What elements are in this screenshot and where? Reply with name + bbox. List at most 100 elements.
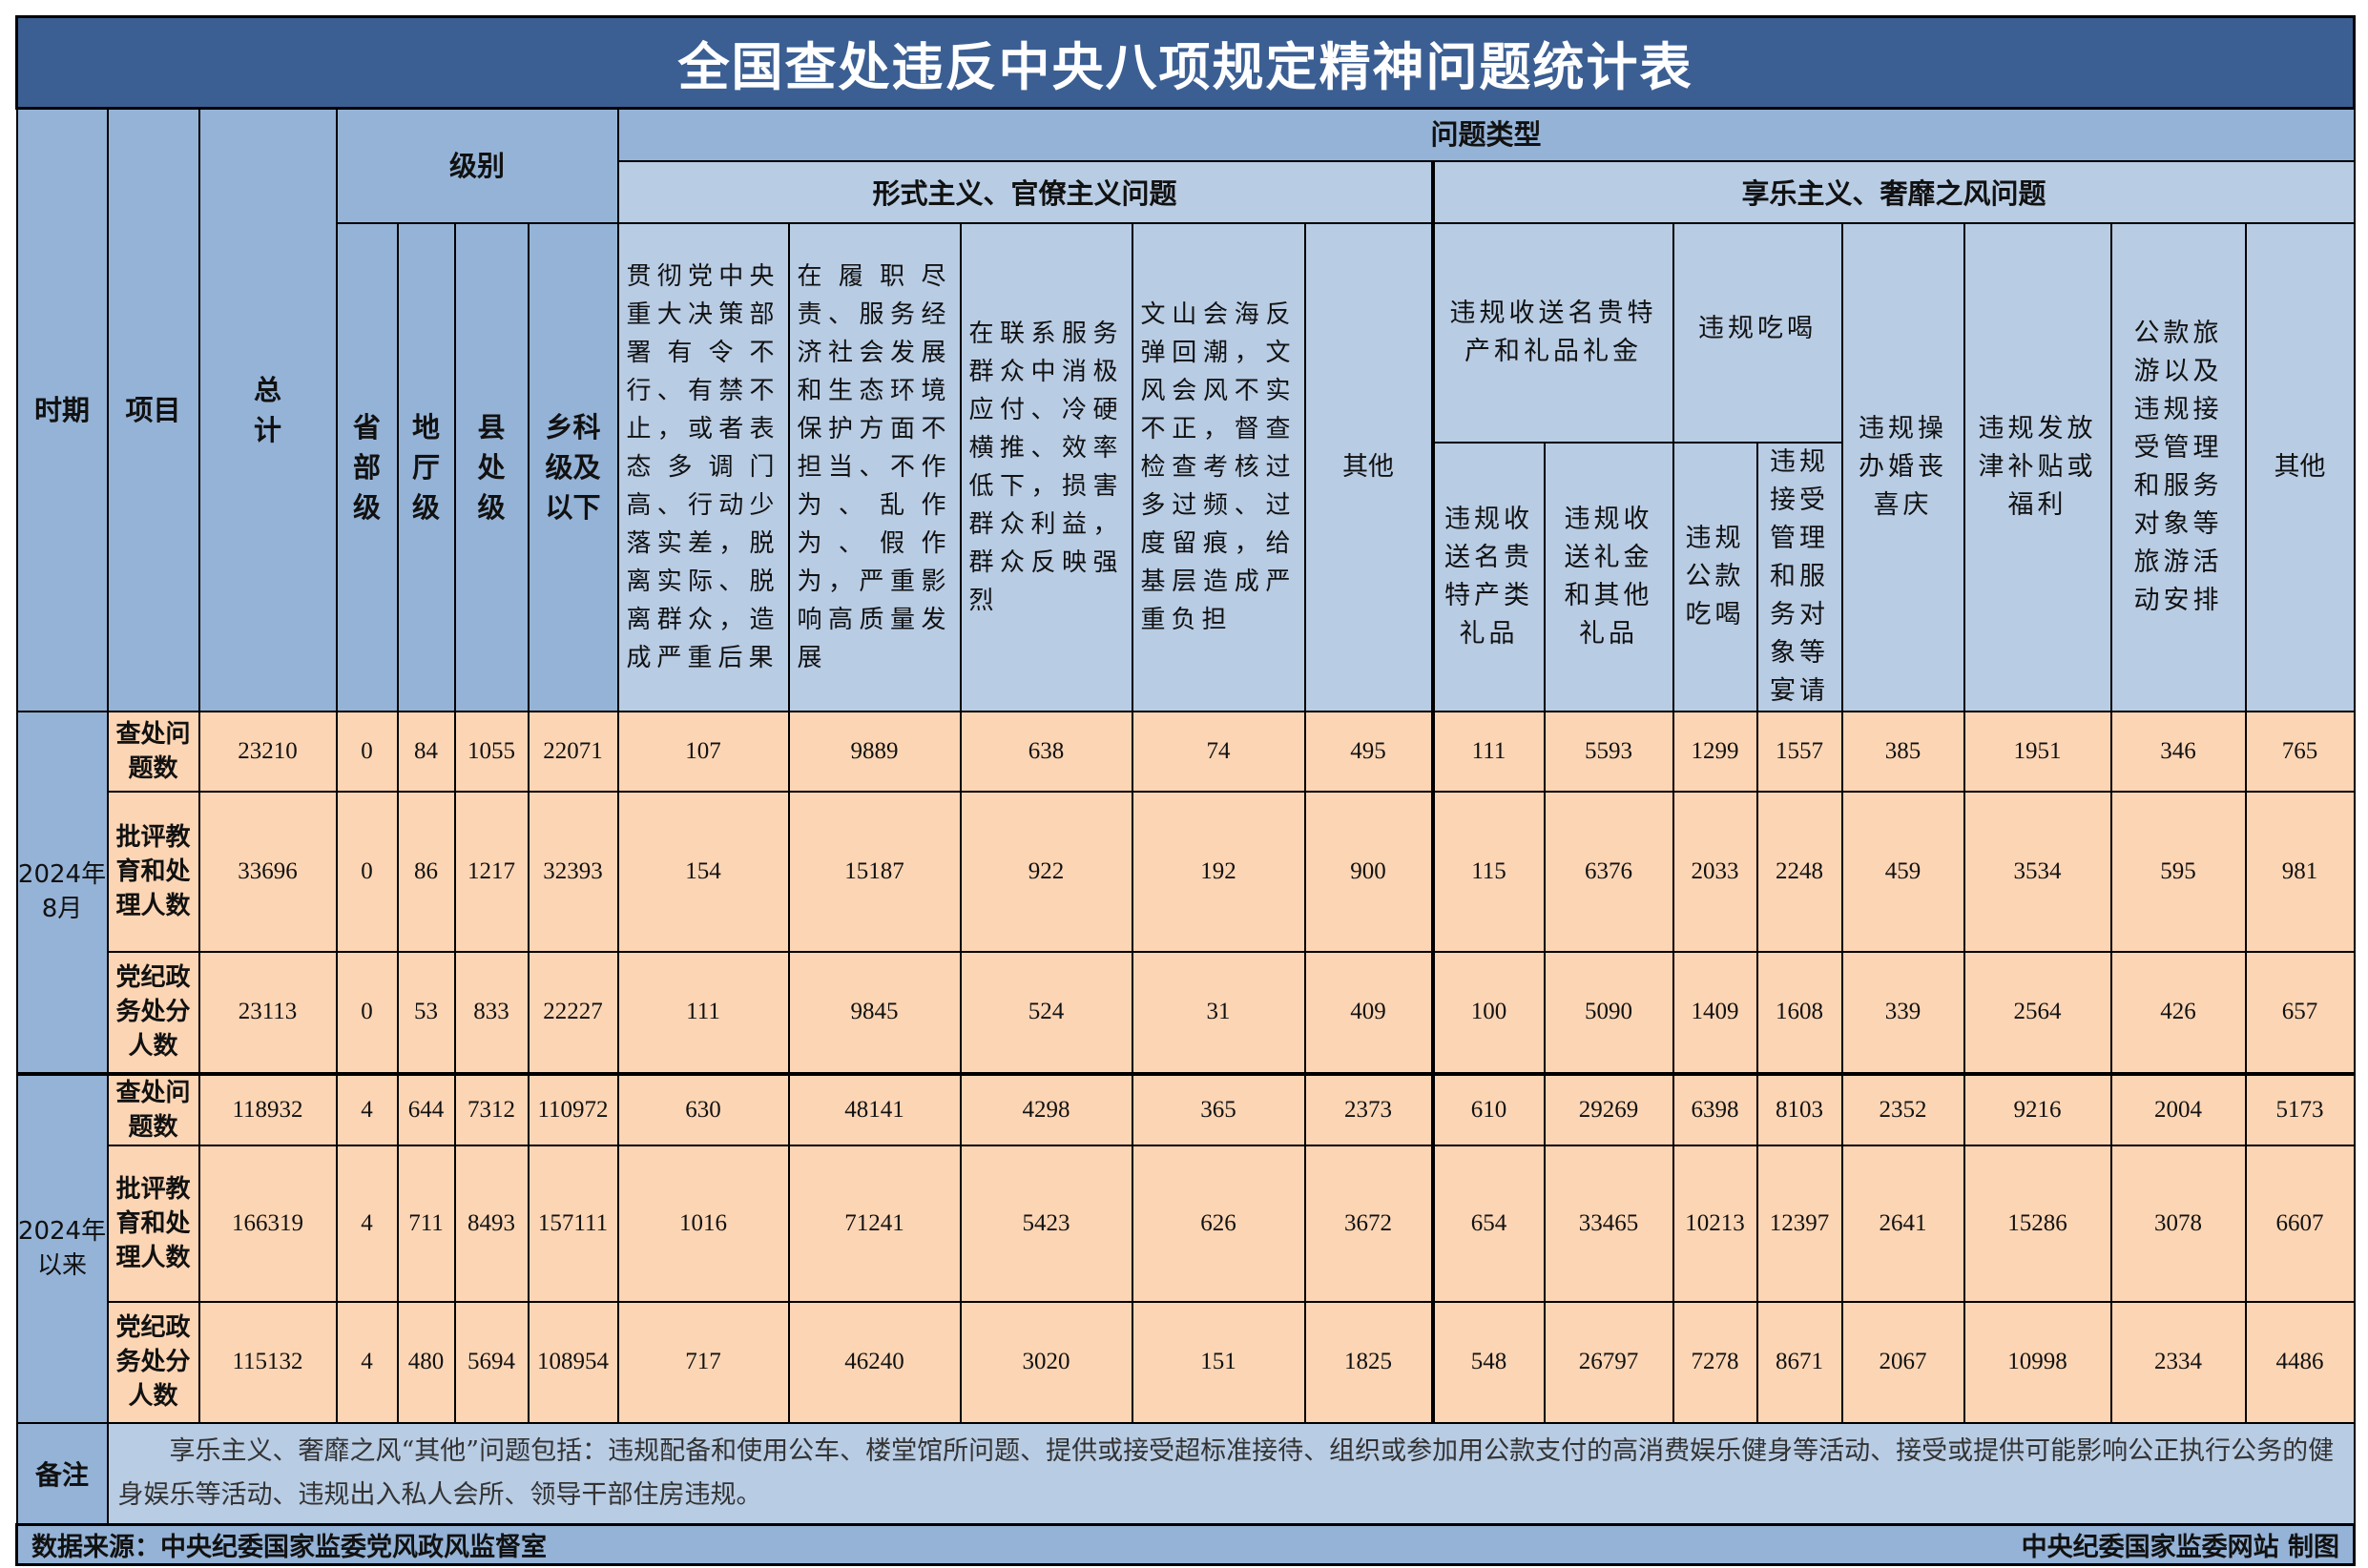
table-row: 批评教育和处理人数 33696 0 86 1217 32393 154 15187 922 192… (17, 790, 2356, 953)
value-cell: 23210 (197, 710, 338, 793)
header-level-province: 省部级 (335, 221, 399, 712)
value-cell: 111 (616, 950, 790, 1075)
value-cell: 4486 (2244, 1300, 2356, 1424)
item-cell: 查处问题数 (106, 710, 200, 793)
value-cell: 32393 (527, 790, 619, 953)
value-cell: 110972 (527, 1071, 619, 1146)
value-cell: 6607 (2244, 1144, 2356, 1303)
table-row: 党纪政务处分人数 115132 4 480 5694 108954 717 46240 3020… (17, 1300, 2356, 1424)
note-text: 享乐主义、奢靡之风“其他”问题包括：违规配备和使用公车、楼堂馆所问题、提供或接受… (106, 1421, 2356, 1525)
header-level-township: 乡科级及以下 (527, 221, 619, 712)
value-cell: 86 (396, 790, 456, 953)
value-cell: 365 (1131, 1071, 1306, 1146)
value-cell: 480 (396, 1300, 456, 1424)
table-title: 全国查处违反中央八项规定精神问题统计表 (15, 15, 2356, 110)
value-cell: 33465 (1543, 1144, 1674, 1303)
value-cell: 385 (1840, 710, 1965, 793)
value-cell: 654 (1430, 1144, 1546, 1303)
stats-table: 全国查处违反中央八项规定精神问题统计表 时期 项目 总计 级别 问题类型 形式主… (15, 15, 2356, 1566)
value-cell: 118932 (197, 1071, 338, 1146)
value-cell: 8103 (1755, 1071, 1843, 1146)
value-cell: 33696 (197, 790, 338, 953)
value-cell: 107 (616, 710, 790, 793)
table-row: 批评教育和处理人数 166319 4 711 8493 157111 1016 71241 54… (17, 1144, 2356, 1303)
value-cell: 74 (1131, 710, 1306, 793)
value-cell: 154 (616, 790, 790, 953)
value-cell: 2352 (1840, 1071, 1965, 1146)
value-cell: 5694 (453, 1300, 530, 1424)
value-cell: 0 (335, 950, 399, 1075)
item-cell: 查处问题数 (106, 1071, 200, 1146)
value-cell: 3672 (1303, 1144, 1434, 1303)
header-weddings: 违规操办婚丧喜庆 (1840, 221, 1965, 712)
header-formalism-col-4: 文山会海反弹回潮，文风会风不实不正，督查检查考核过多过频、过度留痕，给基层造成严… (1131, 221, 1306, 712)
value-cell: 26797 (1543, 1300, 1674, 1424)
value-cell: 638 (959, 710, 1133, 793)
value-cell: 2067 (1840, 1300, 1965, 1424)
table-row: 党纪政务处分人数 23113 0 53 833 22227 111 9845 524 31 409 1… (17, 950, 2356, 1075)
value-cell: 595 (2109, 790, 2247, 953)
header-problem-type: 问题类型 (616, 107, 2356, 162)
header-period: 时期 (15, 107, 109, 712)
value-cell: 2004 (2109, 1071, 2247, 1146)
credit: 中央纪委国家监委网站 制图 (2021, 1532, 2339, 1562)
value-cell: 71241 (787, 1144, 962, 1303)
period-cell: 2024年8月 (15, 710, 109, 1075)
period-cell: 2024年以来 (15, 1071, 109, 1424)
value-cell: 0 (335, 710, 399, 793)
footer-bar: 数据来源：中央纪委国家监委党风政风监督室 中央纪委国家监委网站 制图 (15, 1522, 2356, 1566)
header-subsidies: 违规发放津补贴或福利 (1963, 221, 2112, 712)
value-cell: 1016 (616, 1144, 790, 1303)
value-cell: 2564 (1963, 950, 2112, 1075)
value-cell: 426 (2109, 950, 2247, 1075)
value-cell: 0 (335, 790, 399, 953)
value-cell: 644 (396, 1071, 456, 1146)
value-cell: 5173 (2244, 1071, 2356, 1146)
value-cell: 4 (335, 1300, 399, 1424)
value-cell: 1608 (1755, 950, 1843, 1075)
value-cell: 922 (959, 790, 1133, 953)
value-cell: 4 (335, 1071, 399, 1146)
value-cell: 346 (2109, 710, 2247, 793)
value-cell: 339 (1840, 950, 1965, 1075)
value-cell: 524 (959, 950, 1133, 1075)
header-gifts-specialty: 违规收送名贵特产类礼品 (1430, 441, 1546, 712)
value-cell: 115 (1430, 790, 1546, 953)
value-cell: 8493 (453, 1144, 530, 1303)
value-cell: 3020 (959, 1300, 1133, 1424)
item-cell: 党纪政务处分人数 (106, 950, 200, 1075)
header-level-prefecture: 地厅级 (396, 221, 456, 712)
header-formalism-col-1: 贯彻党中央重大决策部署有令不行、有禁不止，或者表态多调门高、行动少落实差，脱离实… (616, 221, 790, 712)
value-cell: 111 (1430, 710, 1546, 793)
item-cell: 批评教育和处理人数 (106, 790, 200, 953)
header-dining-banquet: 违规接受管理和服务对象等宴请 (1755, 441, 1843, 712)
value-cell: 630 (616, 1071, 790, 1146)
stats-table-container: 全国查处违反中央八项规定精神问题统计表 时期 项目 总计 级别 问题类型 形式主… (15, 15, 2356, 1566)
value-cell: 53 (396, 950, 456, 1075)
value-cell: 12397 (1755, 1144, 1843, 1303)
item-cell: 批评教育和处理人数 (106, 1144, 200, 1303)
header-total: 总计 (197, 107, 338, 712)
value-cell: 1825 (1303, 1300, 1434, 1424)
value-cell: 23113 (197, 950, 338, 1075)
value-cell: 48141 (787, 1071, 962, 1146)
value-cell: 1951 (1963, 710, 2112, 793)
value-cell: 22227 (527, 950, 619, 1075)
value-cell: 765 (2244, 710, 2356, 793)
header-travel: 公款旅游以及违规接受管理和服务对象等旅游活动安排 (2109, 221, 2247, 712)
value-cell: 2373 (1303, 1071, 1434, 1146)
header-formalism-col-3: 在联系服务群众中消极应付、冷硬横推、效率低下，损害群众利益，群众反映强烈 (959, 221, 1133, 712)
item-cell: 党纪政务处分人数 (106, 1300, 200, 1424)
header-dining-public: 违规公款吃喝 (1672, 441, 1758, 712)
value-cell: 459 (1840, 790, 1965, 953)
value-cell: 10213 (1672, 1144, 1758, 1303)
value-cell: 610 (1430, 1071, 1546, 1146)
header-formalism: 形式主义、官僚主义问题 (616, 159, 1434, 224)
value-cell: 6376 (1543, 790, 1674, 953)
value-cell: 115132 (197, 1300, 338, 1424)
value-cell: 717 (616, 1300, 790, 1424)
value-cell: 1217 (453, 790, 530, 953)
value-cell: 31 (1131, 950, 1306, 1075)
value-cell: 22071 (527, 710, 619, 793)
value-cell: 981 (2244, 790, 2356, 953)
